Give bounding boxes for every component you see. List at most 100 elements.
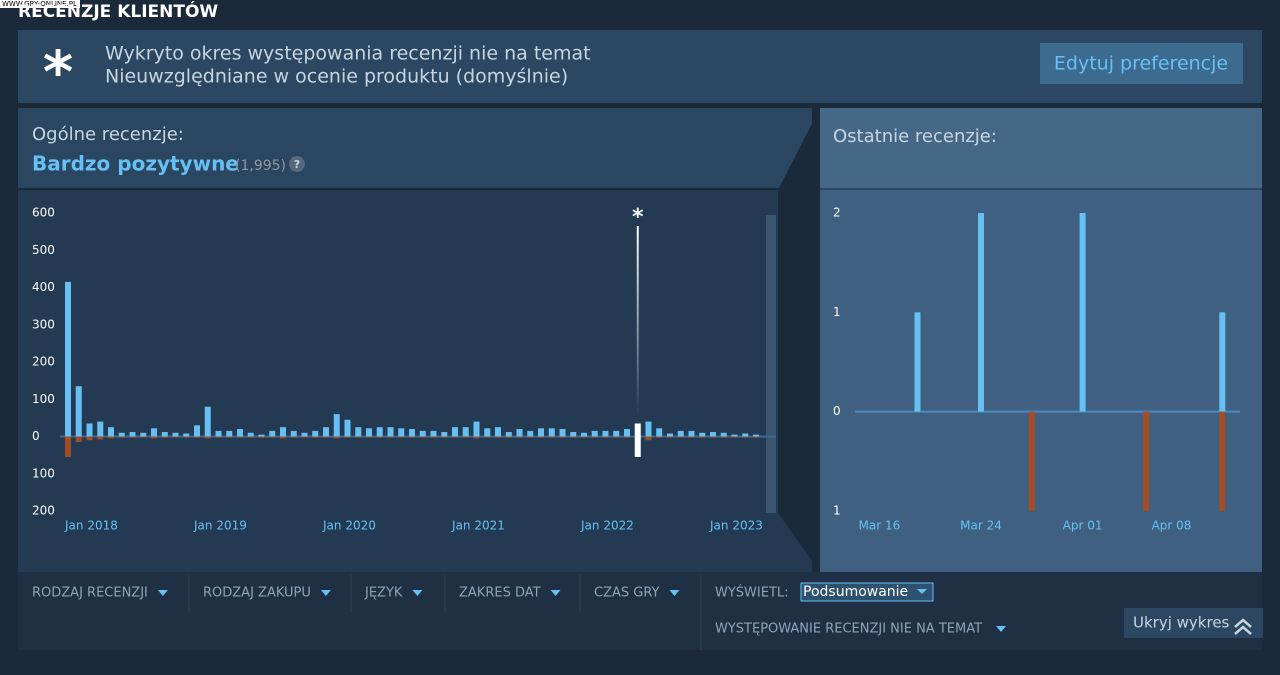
y-tick-label: 0 (32, 429, 40, 443)
filter-item[interactable]: ZAKRES DAT (459, 586, 541, 601)
annotation: * (632, 205, 644, 230)
recent-label: Ostatnie recenzje: (833, 126, 997, 147)
bar (398, 428, 405, 437)
y-tick-label: 2 (833, 206, 841, 220)
bar (118, 436, 125, 438)
bar (204, 436, 211, 439)
offtopic-filter[interactable]: WYSTĘPOWANIE RECENZJI NIE NA TEMAT (715, 622, 982, 637)
bar (581, 432, 587, 437)
bar (172, 436, 179, 438)
bar (237, 429, 243, 437)
bar (527, 430, 534, 437)
bar (720, 436, 727, 438)
y-tick-label: 400 (32, 280, 55, 294)
filter-item[interactable]: JĘZYK (364, 586, 403, 601)
display-value[interactable]: Podsumowanie (803, 584, 908, 600)
help-icon-label[interactable]: ? (294, 158, 300, 171)
dropdown-arrow (996, 626, 1006, 632)
bar (1219, 312, 1226, 412)
bar (538, 436, 544, 438)
bar (140, 436, 147, 438)
bar (516, 429, 523, 437)
x-tick-label: Apr 08 (1152, 519, 1192, 533)
y-tick-label: 200 (32, 355, 55, 369)
bar (559, 436, 566, 438)
bar (344, 436, 351, 438)
bar (677, 430, 684, 437)
bar (366, 436, 372, 438)
bar (355, 436, 362, 438)
bar (301, 432, 308, 437)
bar (720, 432, 727, 437)
bar (505, 436, 512, 438)
bar (86, 423, 93, 437)
filter-item[interactable]: RODZAJ RECENZJI (32, 586, 148, 601)
dropdown-arrow (550, 590, 561, 596)
range-handle[interactable] (766, 215, 776, 513)
bar (269, 430, 276, 437)
bar (667, 436, 673, 438)
y-tick-label: 600 (32, 206, 55, 220)
bar (355, 427, 362, 437)
bar (237, 436, 243, 438)
bar (183, 433, 190, 437)
display-select[interactable] (800, 582, 934, 602)
summary-label: Ogólne recenzje: (32, 124, 184, 145)
bar (462, 436, 469, 438)
bar (409, 429, 415, 437)
bar (505, 432, 512, 437)
bar (151, 436, 157, 439)
bar (1079, 213, 1086, 412)
bar (548, 436, 555, 438)
bar (710, 436, 716, 438)
filter-item[interactable]: RODZAJ ZAKUPU (203, 586, 311, 601)
bar (280, 427, 286, 437)
dropdown-arrow (320, 590, 331, 596)
notice-icon: * (43, 38, 73, 106)
edit-button-label[interactable]: Edytuj preferencje (1054, 53, 1228, 75)
bar (97, 436, 104, 440)
bar (280, 436, 286, 439)
recent-header (820, 108, 1262, 189)
bar (634, 423, 641, 437)
zoom-connector (778, 108, 820, 572)
bar (161, 436, 168, 438)
dropdown-arrow (669, 590, 680, 596)
bar (258, 436, 265, 438)
notice-line: Wykryto okres występowania recenzji nie … (105, 43, 591, 65)
bar (753, 436, 759, 438)
help-icon[interactable] (289, 156, 305, 172)
edit-button[interactable] (1040, 43, 1243, 84)
y-tick-label: 200 (32, 504, 55, 518)
chevron (1234, 618, 1252, 628)
bar (65, 436, 71, 457)
y-tick-label: 100 (32, 466, 55, 480)
y-tick-label: 100 (32, 392, 55, 406)
bar (215, 430, 222, 437)
bar (344, 419, 351, 437)
watermark-bg (0, 0, 80, 8)
filter-item[interactable]: CZAS GRY (594, 586, 660, 601)
bar (462, 427, 469, 437)
bar (495, 427, 501, 437)
bar (495, 436, 501, 438)
bar (269, 436, 276, 438)
hide-button-label[interactable]: Ukryj wykres (1133, 614, 1230, 632)
bar (688, 436, 695, 438)
bar (484, 428, 491, 437)
bar (301, 436, 308, 438)
bar (387, 436, 394, 438)
bar (75, 436, 82, 443)
bar (538, 428, 544, 437)
bar (323, 427, 329, 437)
bar (441, 432, 448, 437)
bar (602, 430, 609, 437)
bar (581, 436, 587, 438)
display-label: WYŚWIETL: (715, 585, 789, 601)
bar (559, 429, 566, 437)
bar (65, 281, 71, 437)
bar (452, 436, 458, 438)
bar (247, 432, 254, 437)
bar (570, 436, 577, 438)
bar (484, 436, 491, 438)
